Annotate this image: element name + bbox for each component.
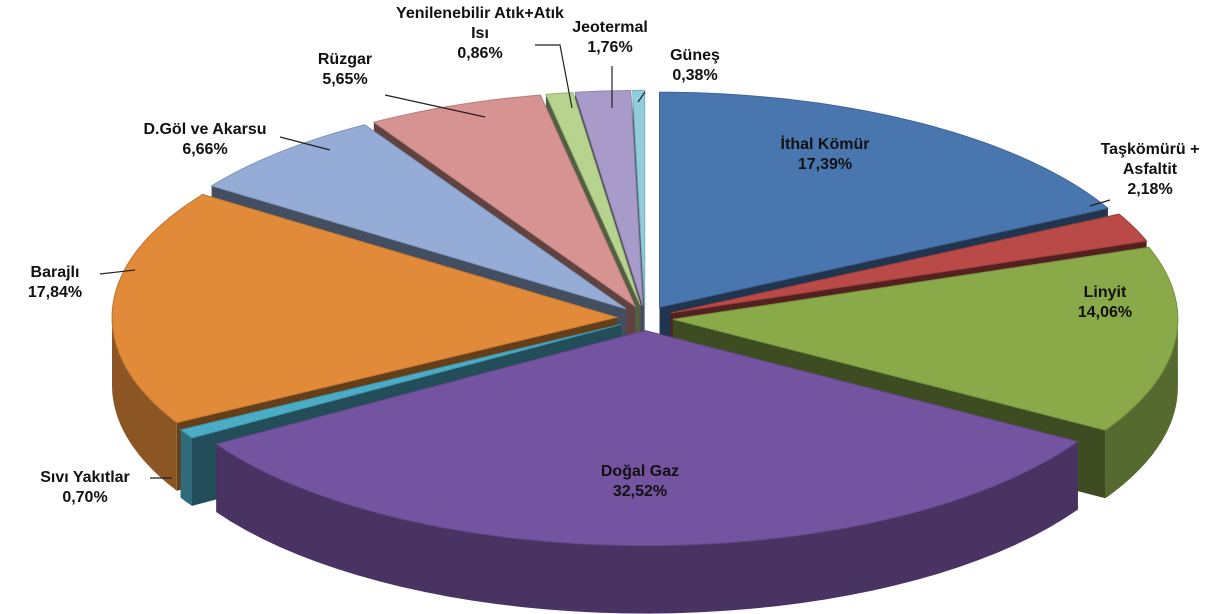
leader-line: [279, 136, 331, 151]
category-label: Güneş: [670, 47, 720, 64]
slice: [545, 91, 641, 306]
leader-line: [1089, 199, 1111, 207]
leader-line: [535, 44, 573, 109]
category-label: Rüzgar: [317, 51, 373, 68]
value-label: 0,38%: [672, 67, 718, 84]
slice-label: Sıvı Yakıtlar 0,70%: [15, 468, 155, 508]
leader-line: [384, 94, 486, 118]
slice: [179, 323, 622, 439]
slice-label: Güneş 0,38%: [655, 46, 735, 86]
value-label: 32,52%: [612, 483, 668, 500]
category-label: Doğal Gaz: [600, 463, 680, 480]
slice-label: Linyit 14,06%: [1055, 283, 1155, 323]
category-label: Yenilenebilir Atık+Atık Isı: [396, 5, 564, 42]
category-label: Jeotermal: [572, 19, 648, 36]
leader-line: [637, 91, 646, 103]
leader-line: [99, 269, 136, 275]
category-label: D.Göl ve Akarsu: [143, 121, 267, 138]
slice-label: D.Göl ve Akarsu 6,66%: [120, 120, 290, 160]
slice: [372, 94, 637, 308]
slice-label: İthal Kömür 17,39%: [755, 135, 895, 175]
slice-wall: [112, 317, 177, 491]
slice: [210, 124, 627, 310]
slice-label: Jeotermal 1,76%: [560, 18, 660, 58]
slice-label: Taşkömürü + Asfaltit 2,18%: [1090, 140, 1210, 200]
slice-label: Doğal Gaz 32,52%: [580, 462, 700, 502]
slice: [574, 89, 644, 306]
slice: [215, 330, 1080, 547]
slice-wall: [1105, 319, 1178, 499]
slice-label: Barajlı 17,84%: [5, 263, 105, 303]
category-label: Barajlı: [30, 264, 80, 281]
slice: [632, 89, 646, 306]
slice-label: Rüzgar 5,65%: [295, 50, 395, 90]
slice: [111, 193, 619, 424]
slice: [659, 91, 1110, 308]
category-label: İthal Kömür: [780, 136, 870, 153]
category-label: Linyit: [1083, 284, 1127, 301]
value-label: 2,18%: [1127, 181, 1173, 198]
value-label: 17,84%: [27, 284, 83, 301]
slice-label: Yenilenebilir Atık+Atık Isı 0,86%: [395, 4, 565, 64]
category-label: Taşkömürü + Asfaltit: [1100, 141, 1200, 178]
category-label: Sıvı Yakıtlar: [40, 469, 130, 486]
slice-wall: [180, 429, 192, 506]
value-label: 0,86%: [457, 45, 503, 62]
slice-wall: [216, 441, 1078, 614]
value-label: 17,39%: [797, 156, 853, 173]
value-label: 1,76%: [587, 39, 633, 56]
value-label: 6,66%: [182, 141, 228, 158]
slice: [670, 213, 1148, 314]
slice: [672, 246, 1179, 431]
value-label: 0,70%: [62, 489, 108, 506]
value-label: 5,65%: [322, 71, 368, 88]
value-label: 14,06%: [1077, 304, 1133, 321]
